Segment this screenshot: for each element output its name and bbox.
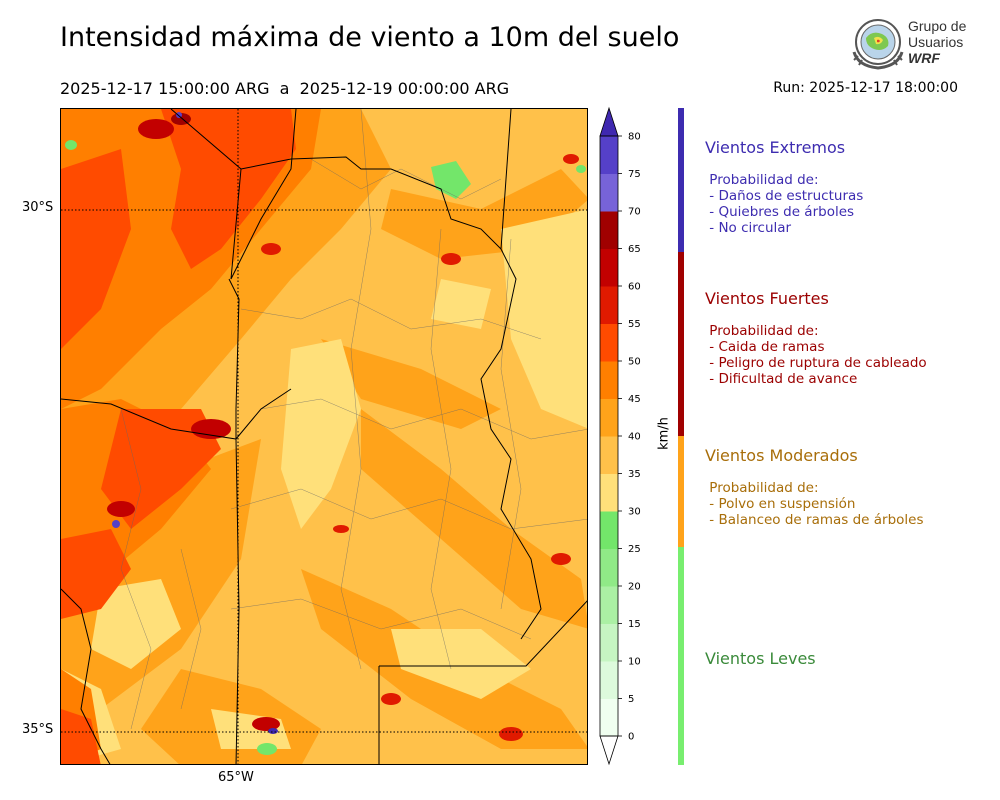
colorbar-band: [600, 173, 618, 212]
colorbar-tick-label: 15: [628, 619, 641, 630]
logo-text-wrf: WRF: [908, 50, 940, 66]
category-text-moderados: Probabilidad de: - Polvo en suspensión -…: [709, 480, 924, 528]
colorbar-band: [600, 323, 618, 362]
colorbar-band: [600, 661, 618, 699]
colorbar-tick-label: 55: [628, 319, 641, 330]
graticule: [61, 109, 587, 764]
longitude-label-65w: 65°W: [218, 770, 254, 785]
category-bar-fuertes: [678, 252, 684, 436]
category-bar-moderados: [678, 436, 684, 547]
grupo-usuarios-wrf-logo: Grupo de Usuarios WRF: [848, 16, 973, 72]
logo-text-line1: Grupo de: [908, 18, 967, 34]
map-title: Intensidad máxima de viento a 10m del su…: [60, 22, 680, 53]
category-bar-extremos: [678, 108, 684, 252]
category-color-bar: [678, 108, 684, 765]
forecast-period: 2025-12-17 15:00:00 ARG a 2025-12-19 00:…: [60, 79, 510, 98]
colorbar-tick-label: 50: [628, 357, 641, 368]
colorbar-tick-label: 80: [628, 132, 641, 143]
colorbar-tick-label: 0: [628, 732, 634, 743]
colorbar-units-label: km/h: [656, 417, 672, 450]
colorbar-tick-label: 10: [628, 657, 641, 668]
colorbar-over-arrow: [599, 106, 619, 137]
colorbar-band: [600, 286, 618, 324]
category-title-extremos: Vientos Extremos: [705, 138, 846, 157]
colorbar-band: [600, 473, 618, 512]
category-title-moderados: Vientos Moderados: [705, 446, 858, 465]
colorbar-band: [600, 136, 618, 174]
wind-field-hotspots: [107, 113, 579, 741]
wind-intensity-map: [60, 108, 588, 765]
colorbar-tick-label: 35: [628, 469, 641, 480]
colorbar-band: [600, 548, 618, 587]
category-text-fuertes: Probabilidad de: - Caida de ramas - Peli…: [709, 323, 927, 387]
colorbar-tick-label: 75: [628, 169, 641, 180]
colorbar-band: [600, 623, 618, 662]
globe-logo-icon: [852, 19, 904, 70]
latitude-label-30s: 30°S: [22, 200, 54, 215]
colorbar-under-arrow: [599, 735, 619, 766]
colorbar-tick-label: 5: [628, 694, 634, 705]
colorbar-band: [600, 698, 618, 737]
colorbar-tick-label: 40: [628, 432, 641, 443]
latitude-label-35s: 35°S: [22, 722, 54, 737]
department-boundaries: [120, 109, 587, 730]
colorbar-tick-label: 25: [628, 544, 641, 555]
colorbar-tick-label: 70: [628, 207, 641, 218]
colorbar-band: [600, 436, 618, 474]
colorbar-band: [600, 248, 618, 287]
colorbar-tick-label: 45: [628, 394, 641, 405]
province-boundaries: [61, 109, 587, 764]
colorbar-band: [600, 511, 618, 549]
colorbar-band: [600, 398, 618, 437]
category-bar-leves: [678, 547, 684, 765]
colorbar-band: [600, 211, 618, 249]
model-run-time: Run: 2025-12-17 18:00:00: [773, 80, 958, 96]
wind-field-very-strong: [61, 109, 296, 764]
colorbar-tick-label: 30: [628, 507, 641, 518]
category-title-leves: Vientos Leves: [705, 649, 816, 668]
category-text-extremos: Probabilidad de: - Daños de estructuras …: [709, 172, 864, 236]
logo-text-line2: Usuarios: [908, 34, 964, 50]
colorbar-band: [600, 361, 618, 399]
category-title-fuertes: Vientos Fuertes: [705, 289, 829, 308]
colorbar-tick-label: 20: [628, 582, 641, 593]
colorbar-band: [600, 586, 618, 624]
colorbar-tick-label: 60: [628, 282, 641, 293]
map-canvas: [61, 109, 587, 764]
colorbar-tick-label: 65: [628, 244, 641, 255]
wind-colorbar: 0 5 10 15 20 25 30 35 40 45 50 55 60 65 70 75 80: [599, 106, 641, 766]
